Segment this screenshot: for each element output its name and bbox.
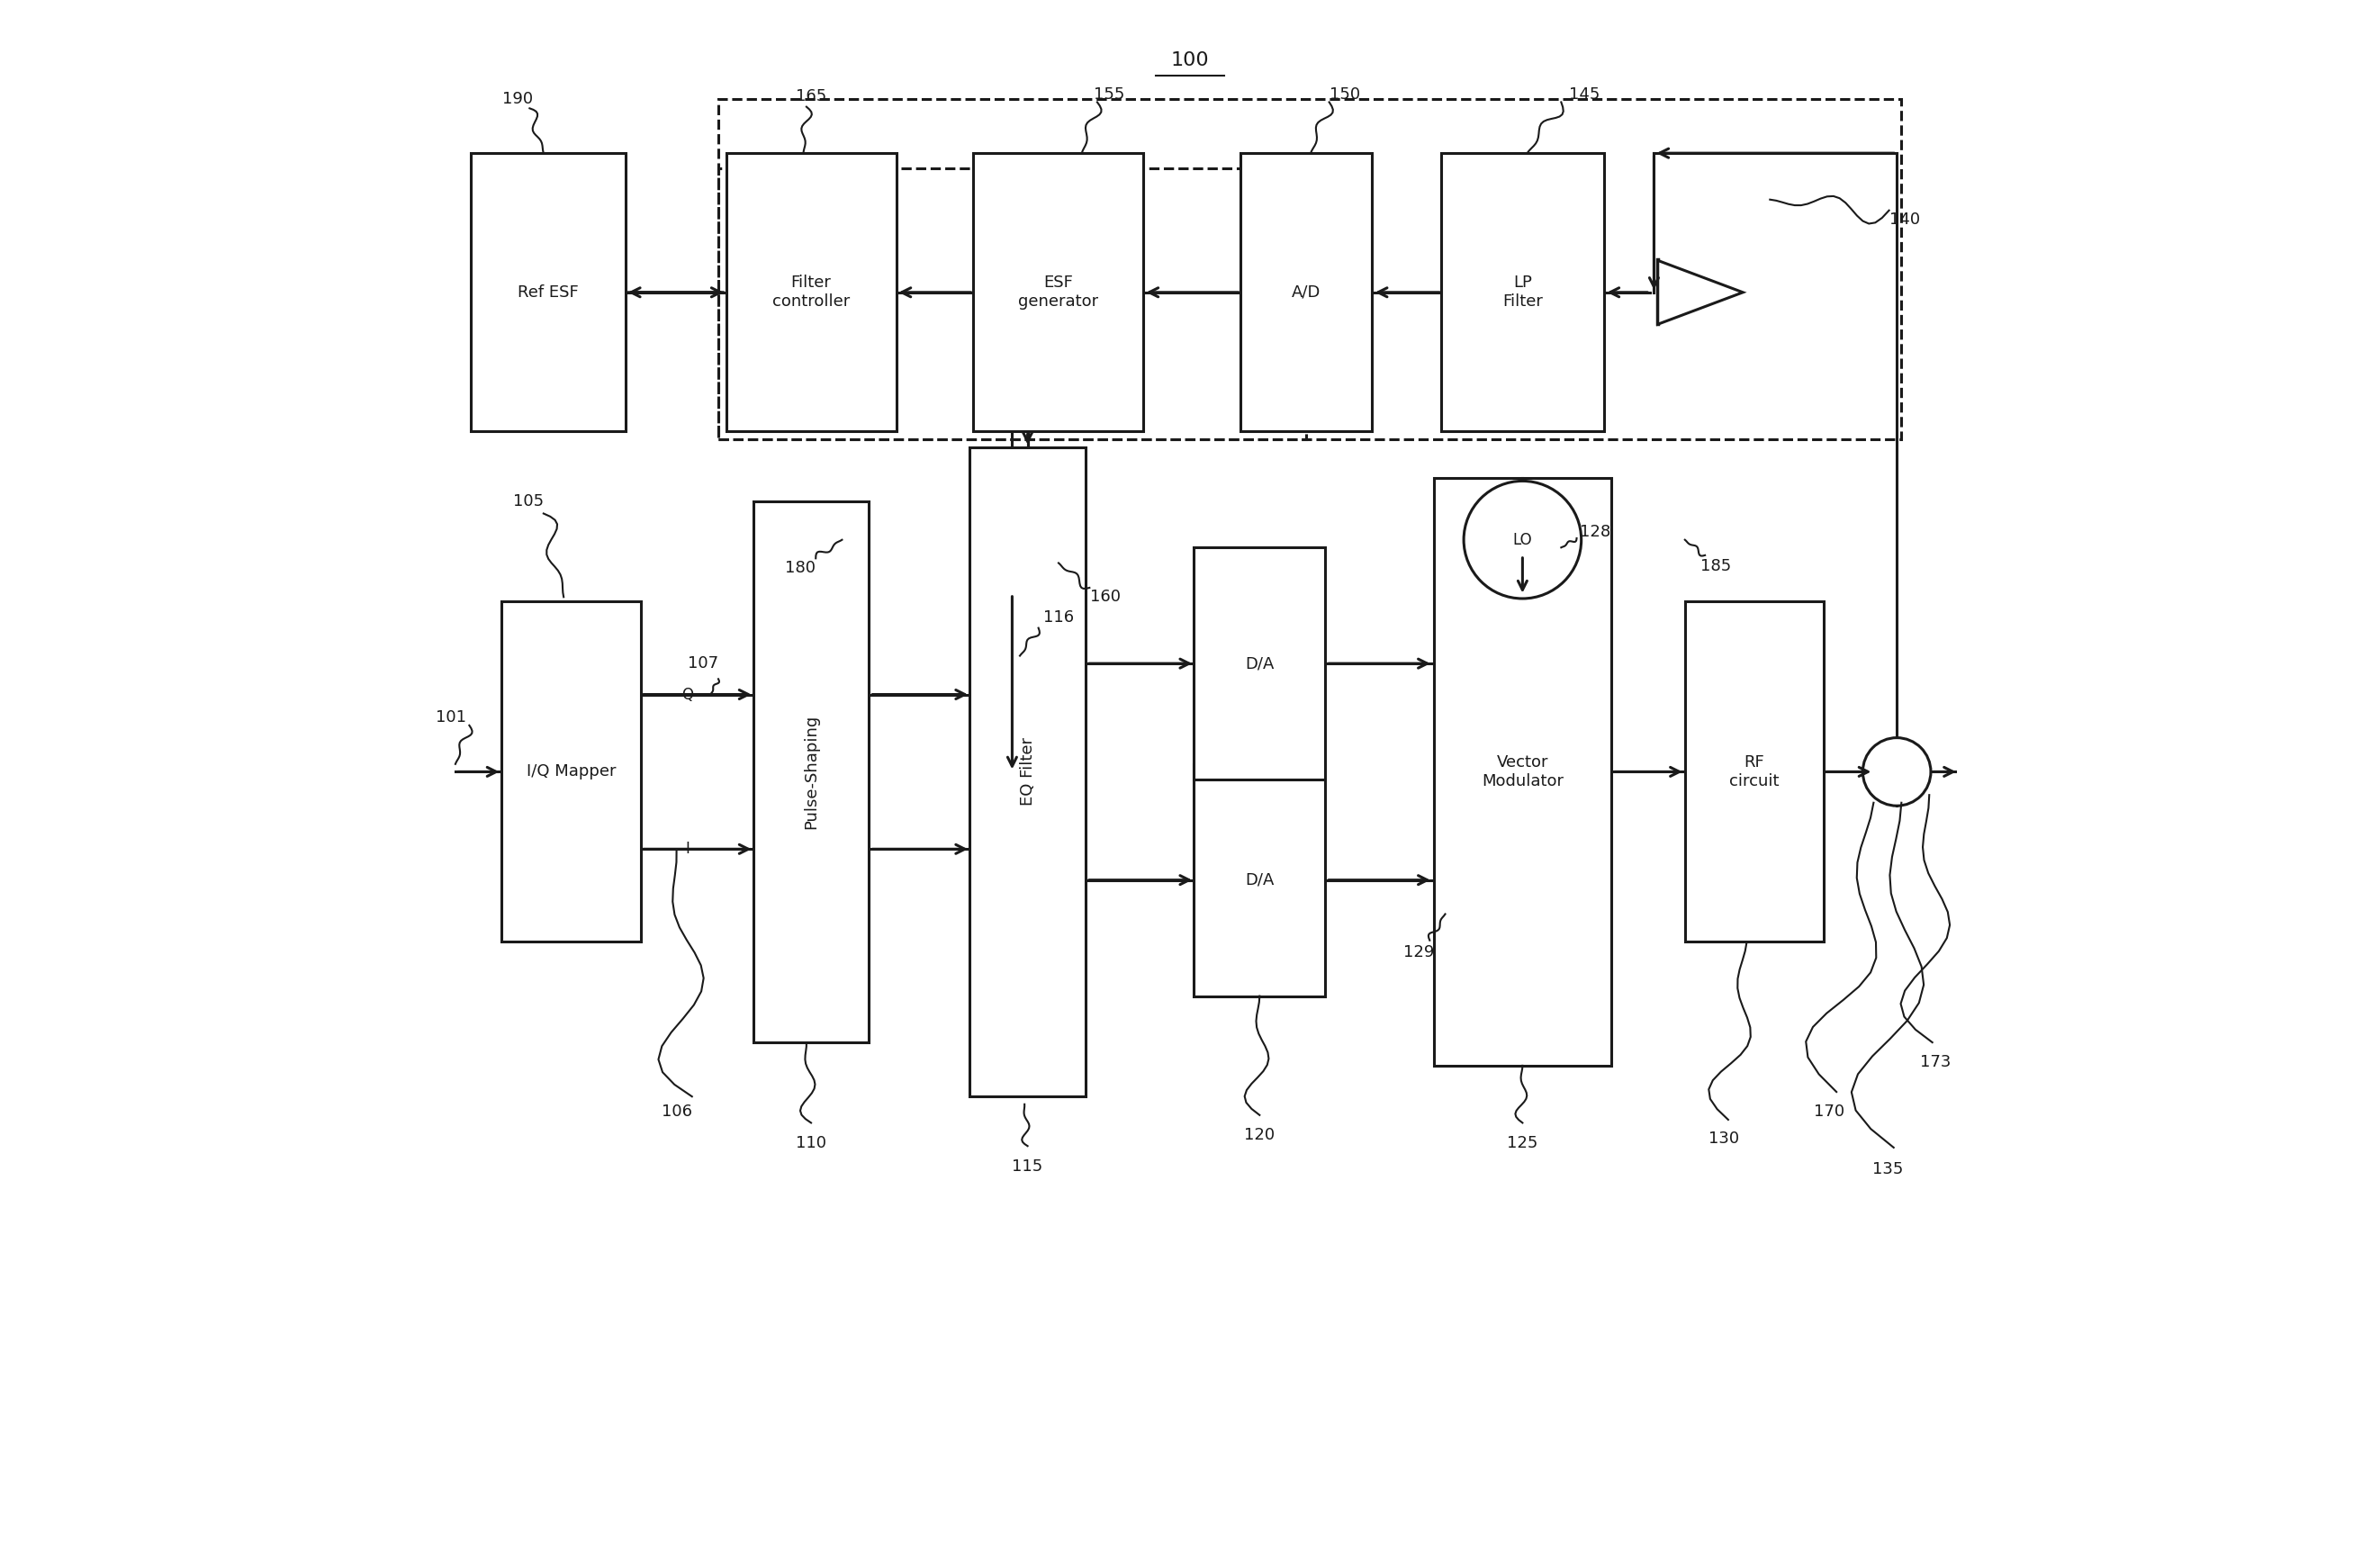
Bar (969, 447, 1085, 1096)
Bar (1195, 547, 1326, 780)
Text: RF
circuit: RF circuit (1730, 755, 1780, 789)
Text: 125: 125 (1507, 1135, 1537, 1151)
Text: 115: 115 (1012, 1158, 1042, 1174)
Text: 155: 155 (1095, 86, 1126, 103)
Text: 129: 129 (1404, 945, 1435, 960)
Polygon shape (1659, 260, 1742, 324)
Text: 101: 101 (436, 709, 466, 726)
Bar (1685, 602, 1823, 942)
Bar (1442, 153, 1604, 432)
Text: Q: Q (681, 686, 693, 703)
Bar (719, 168, 1307, 440)
Text: LO: LO (1514, 532, 1533, 547)
Text: Pulse-Shaping: Pulse-Shaping (802, 714, 819, 829)
Bar (502, 602, 640, 942)
Text: 106: 106 (662, 1104, 693, 1119)
Text: A/D: A/D (1292, 284, 1321, 301)
Text: Vector
Modulator: Vector Modulator (1483, 755, 1564, 789)
Text: 145: 145 (1568, 86, 1599, 103)
Text: 116: 116 (1042, 610, 1073, 625)
Text: 130: 130 (1709, 1130, 1740, 1146)
Text: 140: 140 (1890, 212, 1921, 228)
Text: 160: 160 (1090, 589, 1121, 605)
Text: LP
Filter: LP Filter (1502, 274, 1542, 310)
Bar (1433, 479, 1611, 1066)
Text: 190: 190 (502, 90, 533, 108)
Bar (752, 500, 869, 1043)
Text: 180: 180 (785, 560, 816, 575)
Text: 107: 107 (688, 655, 719, 672)
Circle shape (1464, 482, 1580, 599)
Text: 135: 135 (1873, 1161, 1904, 1177)
Text: D/A: D/A (1245, 655, 1273, 672)
Circle shape (1864, 737, 1930, 806)
Text: EQ Filter: EQ Filter (1019, 737, 1035, 806)
Bar (1240, 153, 1371, 432)
Bar (471, 153, 626, 432)
Text: 100: 100 (1171, 51, 1209, 70)
Text: 150: 150 (1330, 86, 1359, 103)
Text: 128: 128 (1580, 524, 1611, 539)
Text: I/Q Mapper: I/Q Mapper (526, 764, 616, 780)
Text: 110: 110 (795, 1135, 826, 1151)
Bar (726, 153, 897, 432)
Text: 173: 173 (1921, 1054, 1952, 1071)
Text: 185: 185 (1699, 558, 1730, 574)
Text: 105: 105 (512, 493, 543, 510)
Text: Filter
controller: Filter controller (771, 274, 850, 310)
Text: 170: 170 (1814, 1104, 1844, 1119)
Text: D/A: D/A (1245, 871, 1273, 889)
Text: Ref ESF: Ref ESF (519, 284, 578, 301)
Text: ESF
generator: ESF generator (1019, 274, 1100, 310)
Bar (973, 153, 1145, 432)
Text: 120: 120 (1245, 1127, 1276, 1143)
Text: 165: 165 (795, 87, 826, 104)
Bar (719, 100, 1902, 440)
Bar (1195, 764, 1326, 996)
Text: I: I (685, 840, 690, 857)
